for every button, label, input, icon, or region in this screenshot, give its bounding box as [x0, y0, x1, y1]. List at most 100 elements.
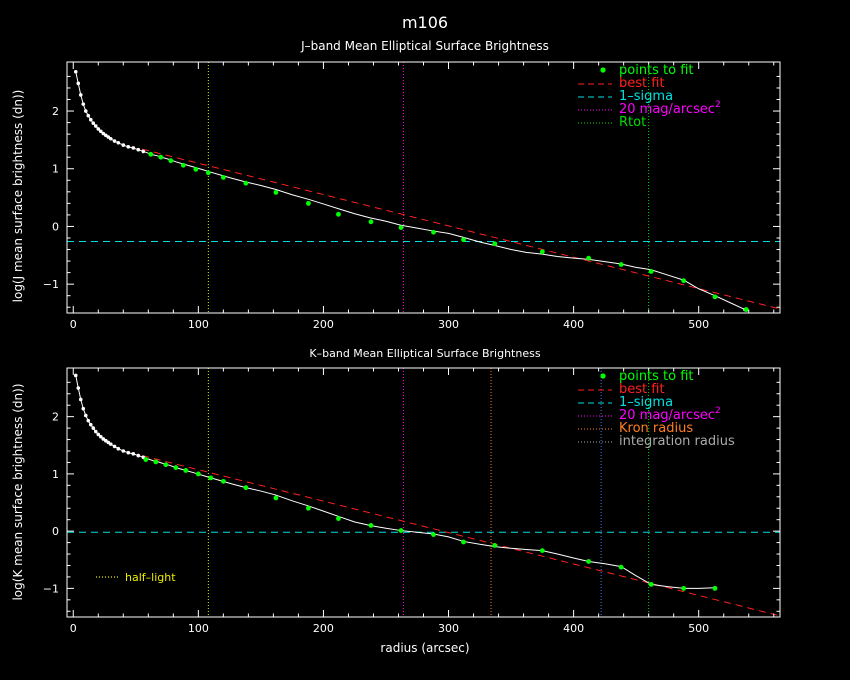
j-band-fit-point [243, 180, 249, 186]
k-band-fit-point [648, 581, 654, 587]
k-band-x-tick-label: 200 [313, 622, 334, 635]
j-band-profile-point [101, 131, 106, 136]
k-band-fit-point [195, 471, 201, 477]
j-band-ylabel: log(J mean surface brightness (dn)) [11, 90, 25, 303]
k-band-fit-point [220, 478, 226, 484]
k-band-fit-point [461, 539, 466, 545]
k-band-profile-point [86, 418, 91, 423]
k-band-legend-label: Kron radius [619, 421, 693, 436]
j-band-fit-point [743, 307, 749, 312]
j-band-x-tick-label: 400 [563, 318, 584, 331]
j-band-legend-marker [600, 67, 606, 73]
j-band-fit-point [681, 278, 687, 284]
k-band-fit-point [336, 516, 341, 521]
k-band-profile-point [93, 429, 98, 434]
j-band-fit-point [193, 166, 199, 172]
j-band-fit-point [539, 249, 545, 255]
k-band-profile-point [78, 397, 83, 402]
k-band-x-tick-label: 300 [438, 622, 459, 635]
j-band-fit-point [398, 225, 404, 231]
j-band-legend-label: best fit [619, 76, 665, 91]
k-band-fit-point [398, 528, 404, 533]
j-band-x-tick-label: 300 [438, 318, 459, 331]
k-band-fit-point [143, 457, 149, 462]
j-band-profile-point [103, 133, 108, 138]
j-band-profile-point [112, 139, 117, 143]
k-band-legend-label: best fit [619, 382, 665, 397]
j-band-profile-point [126, 145, 131, 149]
x-axis-label: radius (arcsec) [380, 641, 469, 655]
k-band-profile-point [83, 413, 88, 418]
j-band-profile-point [93, 124, 98, 128]
j-band-legend-label: 20 mag/arcsec2 [619, 100, 721, 117]
j-band-legend-label: 1–sigma [619, 89, 673, 104]
j-band-profile-point [78, 93, 83, 97]
j-band-fit-point [273, 190, 279, 195]
j-band-profile-point [88, 117, 93, 122]
j-band-fit-point [220, 175, 226, 180]
j-band-title: J–band Mean Elliptical Surface Brightnes… [300, 39, 549, 53]
k-band-fit-point [306, 505, 311, 511]
k-band-profile-point [98, 434, 103, 439]
j-band-y-tick-label: 1 [52, 163, 59, 176]
j-band-profile-point [96, 127, 101, 131]
k-band-fit-point [539, 548, 545, 553]
j-band-fit-point [618, 262, 624, 267]
k-band-x-tick-label: 0 [70, 622, 77, 635]
figure-title: m106 [402, 13, 448, 32]
j-band-profile-point [83, 109, 88, 113]
k-band-profile-point [108, 442, 113, 446]
j-band-y-tick-label: 2 [52, 105, 59, 118]
k-band-profile-point [126, 450, 131, 455]
k-band-fit-point [173, 465, 179, 470]
j-band-profile-point [98, 129, 103, 134]
j-band-x-tick-label: 200 [313, 318, 334, 331]
k-band-legend-label: 20 mag/arcsec2 [619, 406, 721, 423]
j-band-fit-point [431, 229, 436, 235]
k-band-y-tick-label: 2 [52, 411, 59, 424]
k-band-profile-point [76, 386, 81, 390]
j-band-fit-point [306, 200, 311, 206]
k-band-halflight-label: half–light [125, 571, 176, 584]
k-band-y-tick-label: 0 [52, 525, 59, 538]
j-band-fit-point [492, 241, 498, 247]
j-band-profile-point [106, 135, 111, 139]
k-band-fit-point [618, 564, 624, 570]
j-band-profile-point [91, 121, 96, 125]
k-band-fit-point [431, 532, 436, 537]
j-band-y-tick-label: 0 [52, 220, 59, 233]
j-band-fit-point [712, 294, 718, 300]
k-band-profile-point [121, 449, 126, 453]
j-band-profile-point [116, 140, 121, 145]
k-band-profile-point [91, 426, 96, 430]
j-band-fit-point [180, 162, 186, 168]
j-band-fit-point [461, 237, 466, 243]
j-band-best-fit-line [141, 148, 780, 310]
k-band-legend-marker [600, 373, 606, 379]
j-band-fit-point [368, 219, 374, 225]
j-band-x-tick-label: 500 [688, 318, 709, 331]
k-band-fit-point [243, 485, 249, 491]
j-band-profile-point [86, 113, 91, 118]
k-band-legend-label: points to fit [619, 369, 694, 384]
j-band-profile-point [141, 149, 146, 154]
k-band-profile-point [81, 406, 86, 411]
k-band-ylabel: log(K mean surface brightness (dn)) [11, 383, 25, 600]
k-band-fit-point [208, 475, 214, 481]
j-band-fit-point [648, 269, 654, 274]
j-band-profile-point [121, 143, 126, 147]
j-band-y-tick-label: −1 [43, 278, 59, 291]
j-band-profile-point [76, 81, 81, 86]
k-band-y-tick-label: 1 [52, 468, 59, 481]
j-band-legend-label: points to fit [619, 63, 694, 78]
j-band-fit-point [336, 211, 341, 217]
k-band-fit-point [163, 462, 169, 468]
k-band-fit-point [712, 585, 718, 591]
j-band-legend-label: Rtot [619, 115, 646, 130]
k-band-x-tick-label: 400 [563, 622, 584, 635]
j-band-profile-point [108, 136, 113, 141]
k-band-fit-point [368, 523, 374, 528]
k-band-best-fit-line [141, 455, 780, 617]
